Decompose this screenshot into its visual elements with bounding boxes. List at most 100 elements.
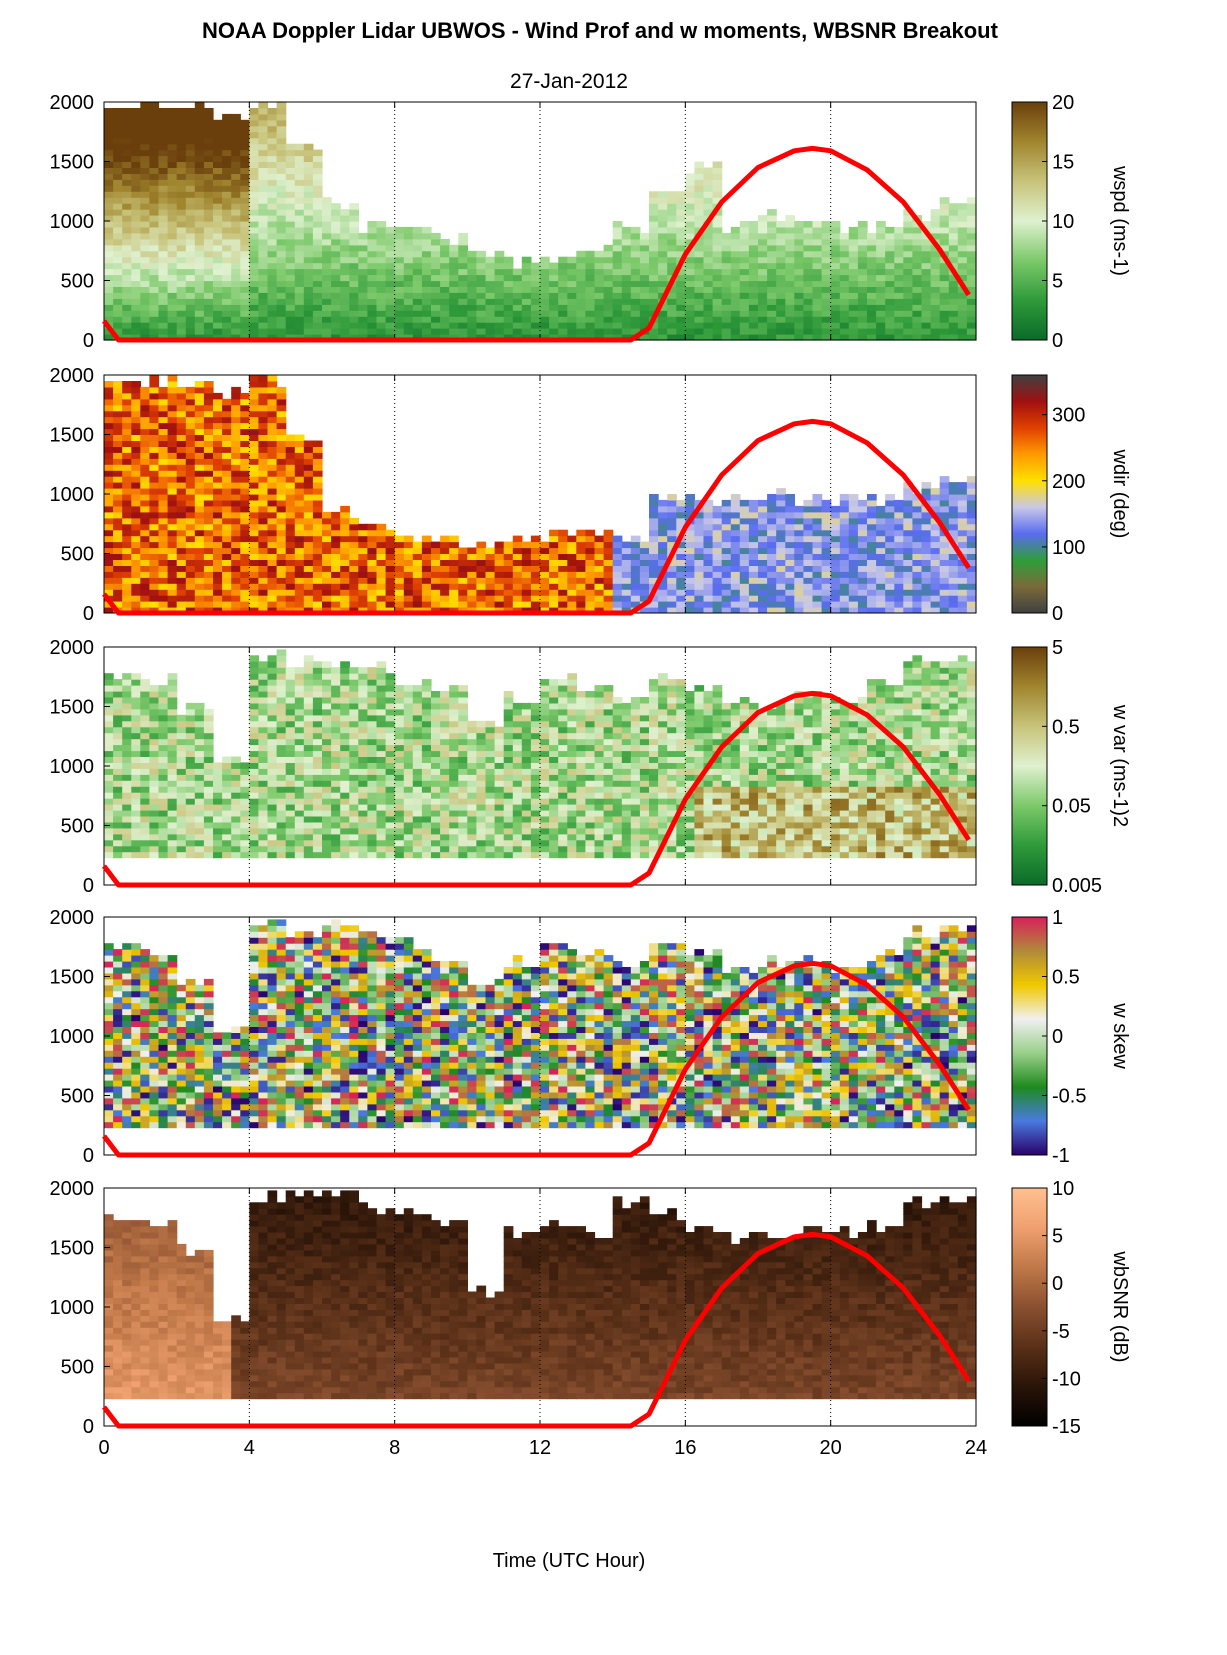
heatmap-cell (258, 720, 269, 728)
heatmap-cell (140, 102, 150, 109)
heatmap-cell (222, 316, 232, 323)
heatmap-cell (857, 559, 868, 566)
heatmap-cell (612, 221, 623, 228)
heatmap-cell (158, 274, 169, 282)
heatmap-cell (158, 511, 169, 519)
heatmap-cell (140, 505, 150, 513)
heatmap-cell (794, 286, 804, 293)
heatmap-cell (294, 440, 305, 447)
heatmap-cell (167, 738, 178, 746)
heatmap-cell (948, 517, 959, 525)
heatmap-cell (394, 322, 405, 329)
heatmap-cell (167, 839, 178, 847)
heatmap-cell (167, 203, 178, 210)
heatmap-cell (367, 280, 378, 287)
heatmap-cell (213, 131, 223, 139)
heatmap-cell (585, 529, 596, 537)
heatmap-cell (667, 595, 677, 602)
heatmap-cell (231, 119, 241, 127)
heatmap-cell (921, 601, 932, 608)
heatmap-cell (367, 595, 378, 602)
heatmap-cell (113, 470, 123, 477)
heatmap-cell (104, 125, 114, 133)
heatmap-cell (167, 720, 178, 728)
heatmap-cell (331, 268, 341, 276)
heatmap-cell (104, 381, 114, 388)
heatmap-cell (167, 780, 178, 787)
heatmap-cell (549, 583, 559, 590)
heatmap-cell (540, 607, 550, 614)
heatmap-cell (712, 250, 723, 258)
heatmap-cell (285, 464, 296, 471)
heatmap-cell (748, 529, 759, 537)
heatmap-cell (576, 601, 586, 608)
heatmap-cell (776, 571, 786, 578)
heatmap-cell (349, 280, 359, 287)
heatmap-cell (540, 589, 550, 596)
heatmap-cell (512, 316, 523, 323)
heatmap-cell (213, 173, 223, 180)
heatmap-cell (349, 304, 359, 311)
heatmap-cell (431, 244, 441, 252)
heatmap-cell (267, 322, 278, 329)
heatmap-cell (449, 310, 459, 317)
heatmap-cell (939, 197, 950, 204)
heatmap-cell (957, 505, 968, 513)
heatmap-cell (812, 499, 823, 507)
heatmap-cell (966, 476, 977, 483)
heatmap-cell (367, 565, 378, 572)
heatmap-cell (549, 607, 559, 614)
heatmap-cell (794, 232, 804, 240)
heatmap-cell (194, 310, 205, 317)
heatmap-cell (222, 125, 232, 133)
heatmap-cell (694, 191, 705, 198)
heatmap-cell (258, 714, 269, 722)
heatmap-cell (240, 535, 250, 543)
heatmap-cell (576, 334, 586, 341)
heatmap-cell (258, 316, 269, 323)
heatmap-cell (939, 292, 950, 299)
heatmap-cell (512, 583, 523, 590)
heatmap-cell (194, 702, 205, 710)
heatmap-cell (113, 262, 123, 270)
heatmap-cell (658, 505, 668, 513)
heatmap-cell (467, 595, 477, 602)
heatmap-cell (249, 499, 259, 507)
heatmap-cell (203, 595, 214, 602)
heatmap-cell (794, 304, 804, 311)
heatmap-cell (104, 470, 114, 477)
heatmap-cell (449, 565, 459, 572)
heatmap-cell (249, 440, 259, 447)
heatmap-cell (703, 256, 714, 264)
heatmap-cell (712, 571, 723, 578)
heatmap-cell (558, 559, 568, 566)
heatmap-cell (739, 244, 750, 252)
heatmap-cell (594, 310, 605, 317)
heatmap-cell (185, 179, 196, 186)
heatmap-cell (285, 226, 296, 234)
heatmap-cell (376, 232, 387, 240)
heatmap-cell (131, 565, 141, 572)
heatmap-cell (703, 529, 714, 537)
heatmap-cell (131, 125, 141, 133)
heatmap-cell (267, 726, 278, 734)
heatmap-cell (921, 553, 932, 560)
heatmap-cell (303, 511, 314, 519)
heatmap-cell (267, 529, 278, 537)
heatmap-cell (122, 499, 132, 507)
heatmap-cell (431, 589, 441, 596)
heatmap-cell (739, 274, 750, 282)
heatmap-cell (140, 197, 150, 204)
heatmap-cell (285, 238, 296, 246)
colorbar-tick-label: 0 (1052, 330, 1063, 352)
heatmap-cell (158, 816, 169, 823)
heatmap-cell (104, 316, 114, 323)
heatmap-cell (658, 268, 668, 276)
heatmap-cell (458, 268, 468, 276)
heatmap-cell (240, 274, 250, 282)
heatmap-cell (948, 583, 959, 590)
heatmap-cell (894, 292, 904, 299)
heatmap-cell (894, 280, 904, 287)
heatmap-cell (294, 304, 305, 311)
heatmap-cell (712, 244, 723, 252)
